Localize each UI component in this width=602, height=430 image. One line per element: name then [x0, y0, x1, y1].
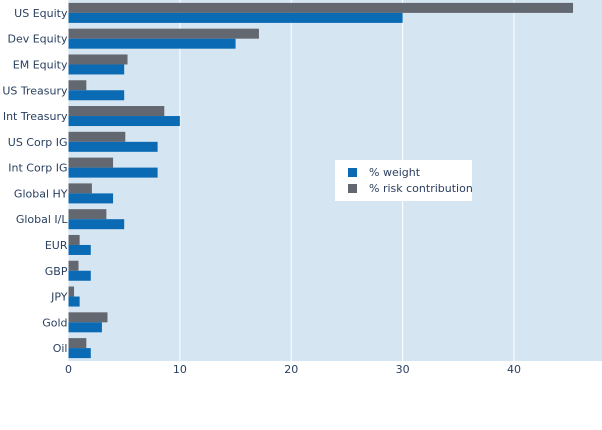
bar-weight [68, 38, 236, 49]
bar-weight [68, 116, 180, 127]
bar-risk-contribution [68, 338, 87, 349]
bar-weight [68, 90, 125, 101]
bar-risk-contribution [68, 106, 165, 117]
bars [68, 2, 574, 359]
y-tick-label: Gold [42, 316, 67, 329]
bar-weight [68, 12, 403, 23]
bar-weight [68, 348, 91, 359]
y-tick-label: US Equity [14, 7, 68, 20]
legend-swatch-risk-contribution [348, 184, 357, 193]
bar-risk-contribution [68, 312, 108, 323]
y-tick-label: Int Treasury [3, 110, 68, 123]
legend-label-weight: % weight [369, 166, 421, 179]
y-tick-label: GBP [45, 265, 68, 278]
bar-risk-contribution [68, 234, 80, 245]
legend-box [335, 160, 472, 201]
y-tick-label: Oil [53, 342, 68, 355]
bar-weight [68, 193, 114, 204]
bar-risk-contribution [68, 157, 114, 168]
x-tick-label: 10 [173, 363, 187, 376]
legend: % weight % risk contribution [335, 160, 473, 201]
bar-weight [68, 219, 125, 230]
bar-risk-contribution [68, 28, 259, 39]
bar-weight [68, 167, 158, 178]
y-tick-label: US Corp IG [8, 136, 68, 149]
y-tick-label: Dev Equity [7, 33, 68, 46]
bar-risk-contribution [68, 54, 128, 65]
y-axis-tick-labels: US Equity Dev Equity EM Equity US Treasury I… [2, 7, 68, 355]
bar-risk-contribution [68, 131, 126, 142]
bar-weight [68, 270, 91, 281]
y-tick-label: Global I/L [16, 213, 69, 226]
y-tick-label: EUR [45, 239, 68, 252]
x-tick-label: 20 [284, 363, 298, 376]
bar-risk-contribution [68, 80, 87, 91]
bar-weight [68, 64, 125, 75]
bar-risk-contribution [68, 183, 92, 194]
x-axis-tick-labels: 0 10 20 30 40 [65, 363, 521, 376]
bar-risk-contribution [68, 260, 79, 271]
legend-label-risk-contribution: % risk contribution [369, 182, 473, 195]
y-tick-label: EM Equity [13, 58, 68, 71]
bar-weight [68, 322, 102, 333]
x-tick-label: 30 [396, 363, 410, 376]
bar-risk-contribution [68, 286, 75, 297]
bar-weight [68, 244, 91, 255]
bar-risk-contribution [68, 209, 107, 220]
y-tick-label: Int Corp IG [8, 162, 67, 175]
x-tick-label: 0 [65, 363, 72, 376]
bar-risk-contribution [68, 2, 574, 13]
y-tick-label: JPY [50, 291, 68, 304]
y-tick-label: Global HY [14, 187, 68, 200]
bar-weight [68, 141, 158, 152]
y-tick-label: US Treasury [2, 84, 68, 97]
x-tick-label: 40 [507, 363, 521, 376]
legend-swatch-weight [348, 168, 357, 177]
bar-weight [68, 296, 80, 307]
